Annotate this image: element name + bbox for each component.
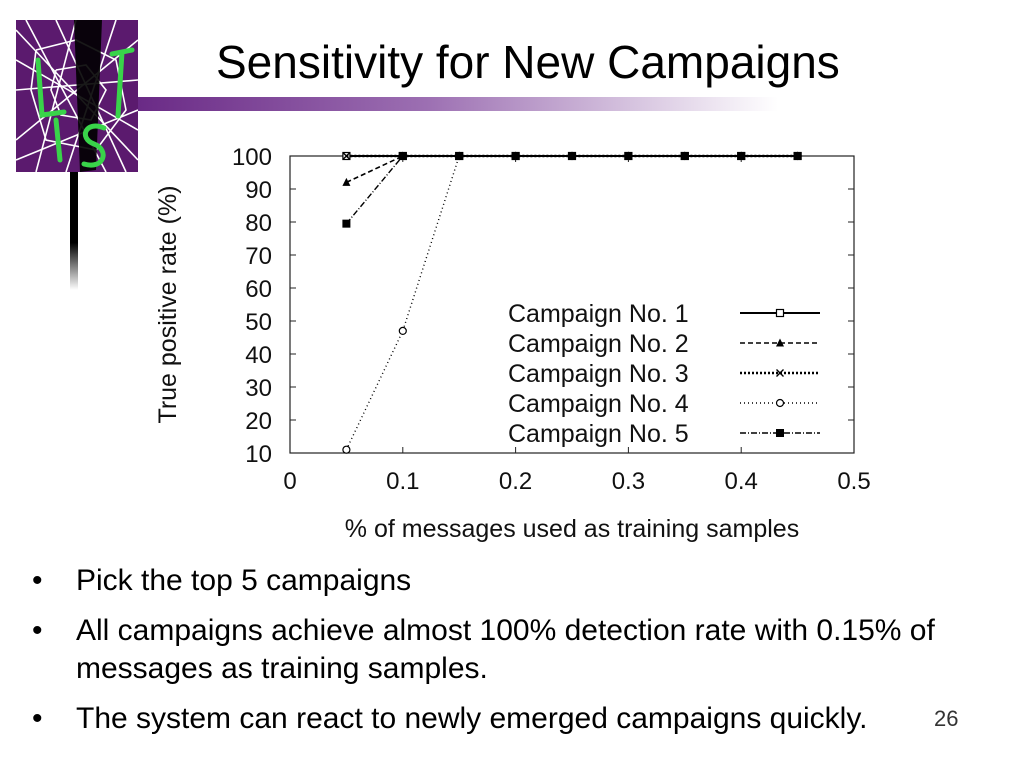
y-tick-label: 70	[245, 243, 272, 270]
y-tick-label: 30	[245, 375, 272, 402]
page-number: 26	[934, 706, 959, 731]
data-point-series-4	[342, 445, 351, 454]
bullet-text: Pick the top 5 campaigns	[76, 564, 412, 597]
y-tick-label: 20	[245, 408, 272, 435]
legend-marker-1	[775, 308, 785, 318]
x-tick-label: 0	[283, 468, 296, 495]
title-underline-bar	[138, 97, 778, 111]
bullet-dot: •	[32, 614, 43, 647]
data-point-series-5	[455, 152, 464, 160]
legend-label-5: Campaign No. 5	[508, 420, 689, 448]
legend-label-1: Campaign No. 1	[508, 300, 689, 328]
bullet-text: All campaigns achieve almost 100% detect…	[76, 614, 935, 685]
series-line-2	[346, 155, 798, 184]
slide-title: Sensitivity for New Campaigns	[216, 36, 840, 88]
data-point-series-5	[737, 152, 746, 160]
series-line-5	[345, 155, 798, 225]
y-axis-label: True positive rate (%)	[154, 185, 182, 423]
legend-label-3: Campaign No. 3	[508, 360, 689, 388]
data-point-series-5	[793, 152, 802, 160]
data-point-series-4	[398, 326, 407, 335]
legend-marker-4	[775, 398, 785, 408]
y-tick-label: 100	[232, 144, 272, 171]
data-point-series-2	[342, 177, 351, 186]
data-point-series-5	[568, 152, 576, 160]
y-tick-label: 90	[245, 177, 272, 204]
bullet-item: • The system can react to newly emerged …	[30, 700, 1010, 738]
x-axis-label: % of messages used as training samples	[345, 515, 799, 543]
legend-label-2: Campaign No. 2	[508, 330, 689, 358]
bullet-item: • All campaigns achieve almost 100% dete…	[30, 612, 1010, 688]
y-tick-label: 60	[245, 276, 272, 303]
legend-label-4: Campaign No. 4	[508, 390, 689, 418]
data-point-series-5	[342, 219, 351, 228]
logo-stem	[70, 172, 78, 290]
bullet-list: • Pick the top 5 campaigns • All campaig…	[30, 562, 1010, 750]
x-tick-label: 0.1	[386, 468, 419, 495]
y-tick-label: 80	[245, 210, 272, 237]
y-tick-label: 50	[245, 309, 272, 336]
x-tick-label: 0.4	[725, 468, 758, 495]
data-point-series-5	[680, 152, 689, 160]
bullet-dot: •	[32, 564, 43, 597]
bullet-dot: •	[32, 702, 43, 735]
legend-marker-5	[776, 429, 784, 437]
legend-marker-3	[776, 369, 784, 377]
legend-marker-2	[776, 338, 784, 347]
y-tick-label: 40	[245, 342, 272, 369]
data-point-series-5	[398, 152, 407, 160]
data-point-series-5	[624, 152, 633, 160]
y-tick-label: 10	[245, 441, 272, 468]
x-tick-label: 0.2	[499, 468, 532, 495]
data-point-series-3	[342, 152, 351, 160]
logo-black-swoosh	[74, 20, 102, 172]
logo-letters	[35, 47, 135, 168]
list-logo	[16, 20, 138, 172]
tpr-line-chart: 10 20 30 40 50 60 70 80 90 100 0 0.1 0.2 0.3 0.4 0.5 % o…	[154, 144, 871, 543]
x-tick-label: 0.5	[837, 468, 870, 495]
bullet-item: • Pick the top 5 campaigns	[30, 562, 1010, 600]
x-tick-label: 0.3	[612, 468, 645, 495]
data-point-series-5	[511, 152, 520, 160]
bullet-text: The system can react to newly emerged ca…	[76, 702, 868, 735]
